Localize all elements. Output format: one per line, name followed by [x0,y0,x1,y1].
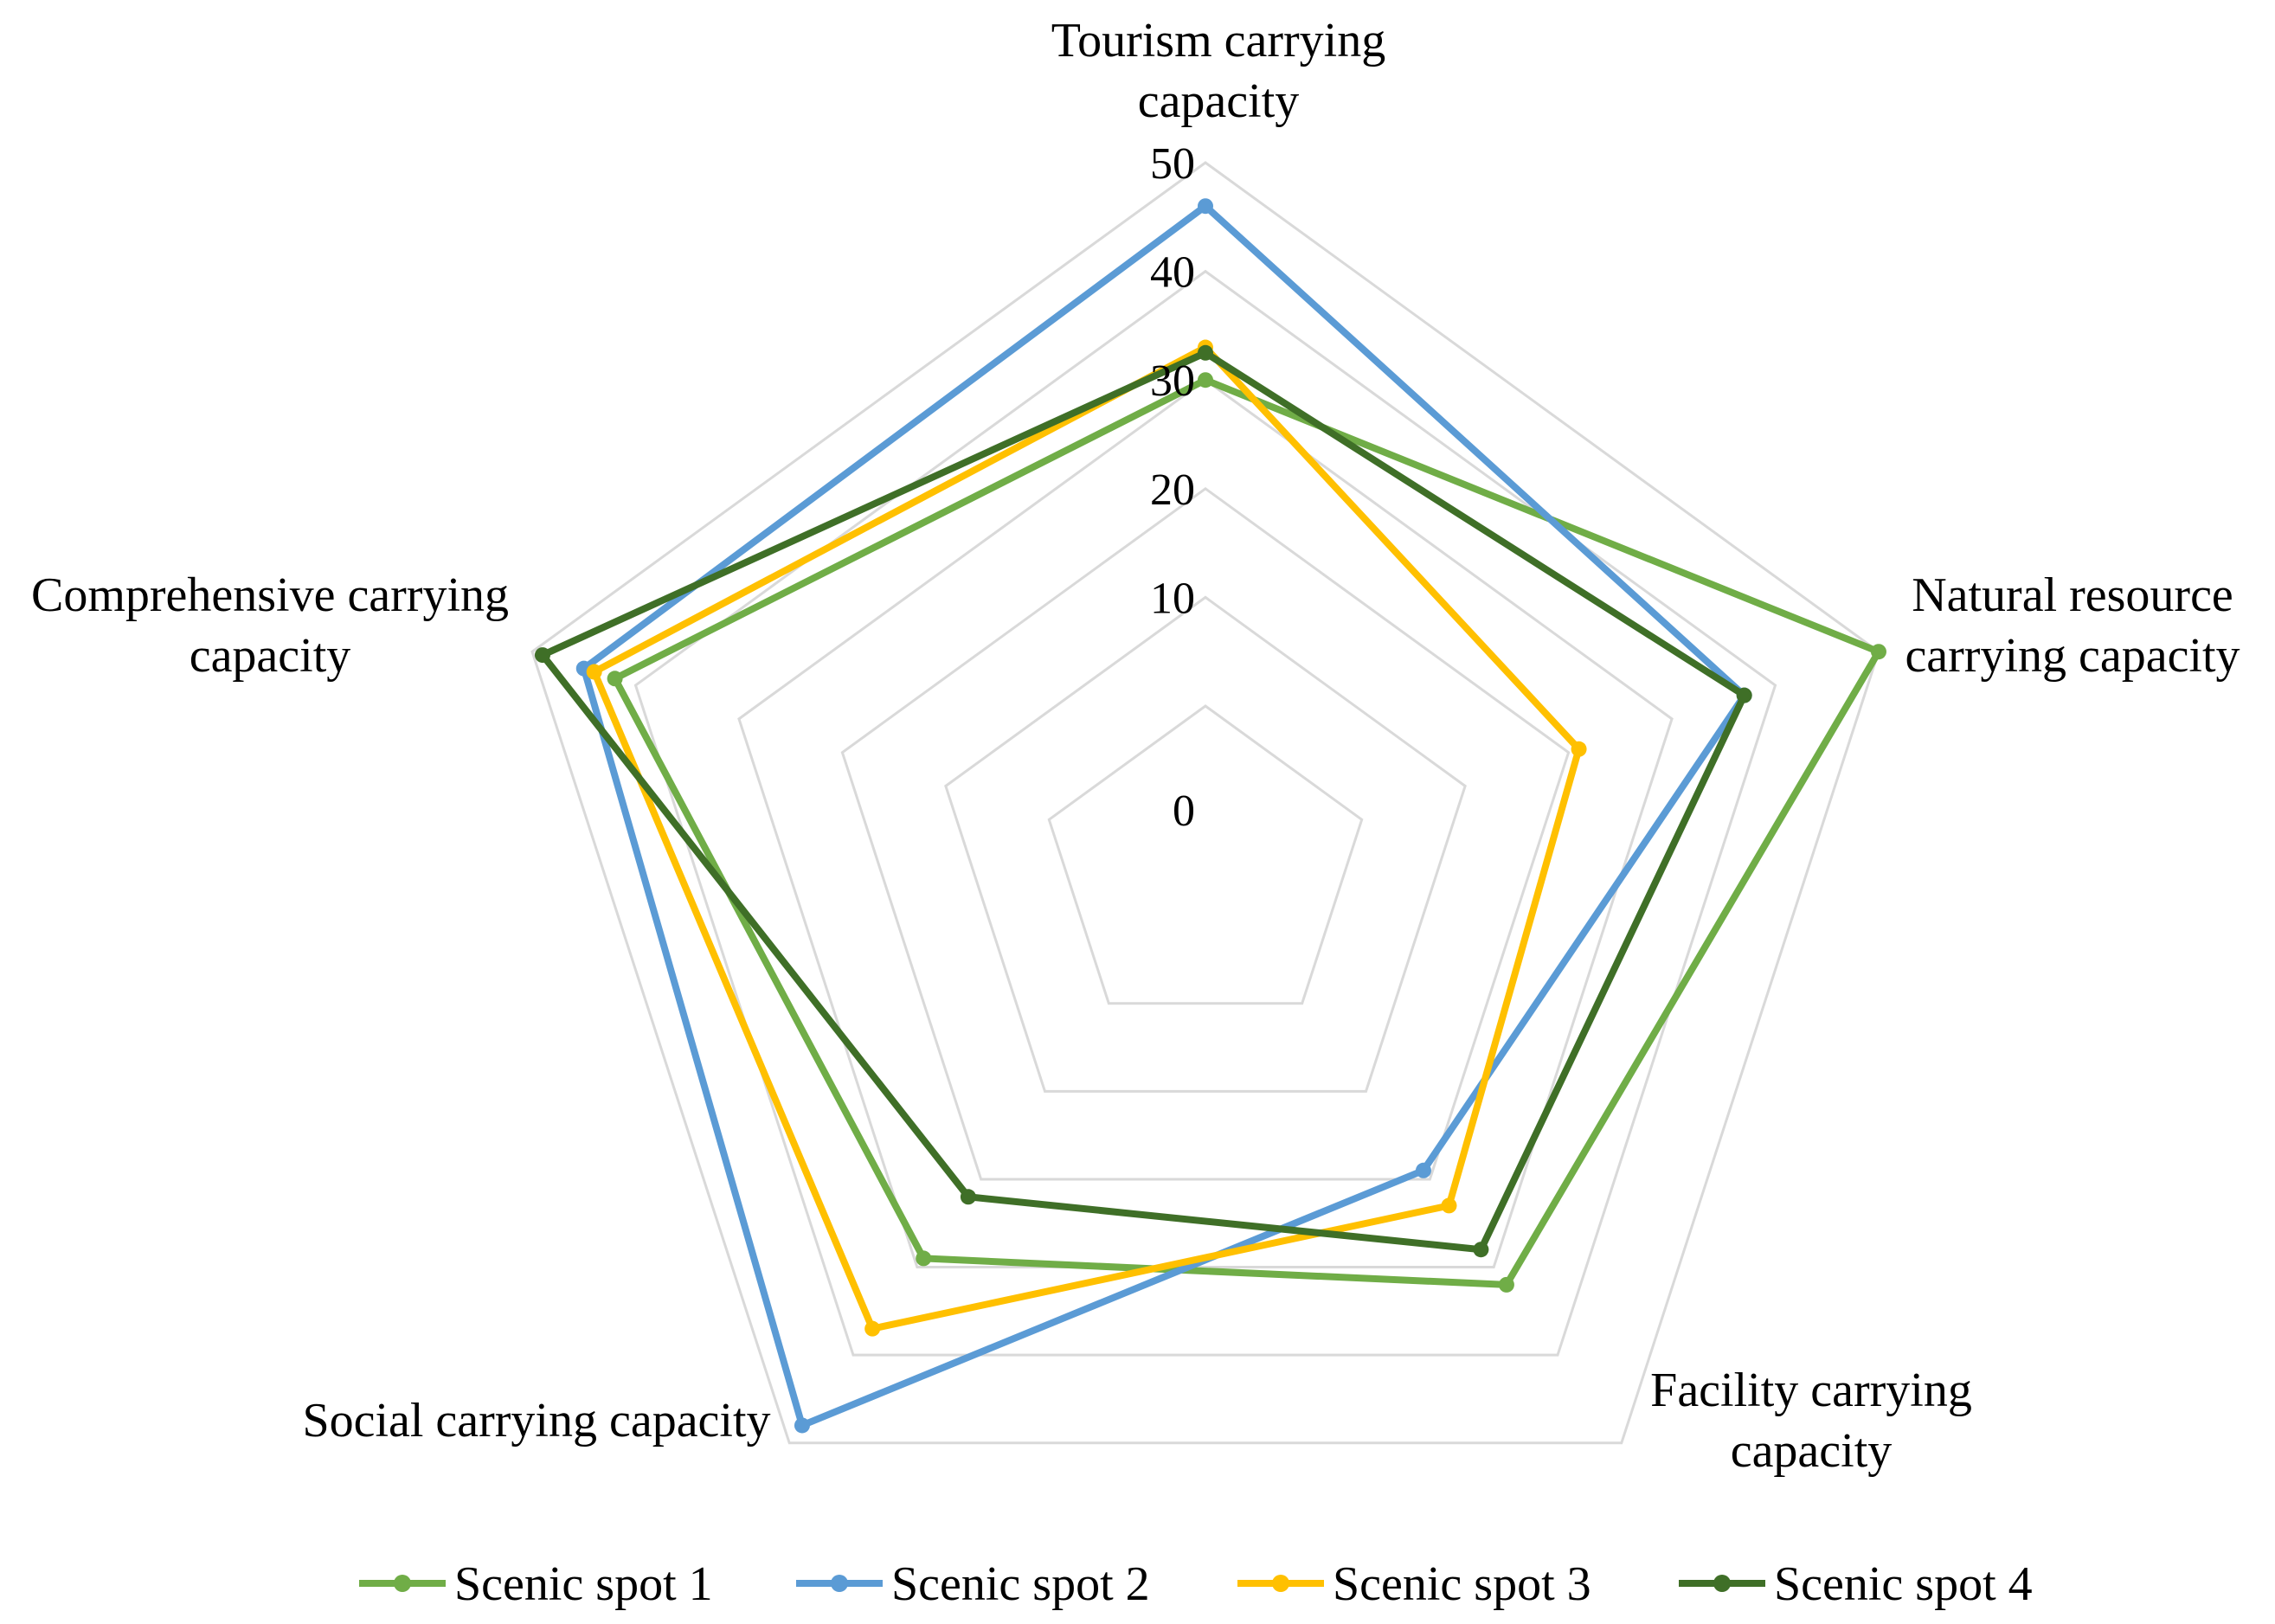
legend-label: Scenic spot 1 [454,1557,713,1611]
data-point-s4-a1 [1198,344,1213,361]
legend-label: Scenic spot 4 [1774,1557,2033,1611]
axis-label-line: capacity [1138,74,1300,128]
axis-labels: Tourism carrying capacity Natural resource… [31,14,2240,1478]
axis-label-4: Social carrying capacity [302,1394,770,1447]
axis-label-line: Tourism carrying [1051,14,1385,67]
axis-label-line: capacity [190,629,351,683]
legend-item-4[interactable]: Scenic spot 4 [1679,1557,2033,1611]
legend-item-3[interactable]: Scenic spot 3 [1237,1557,1591,1611]
legend-swatch-marker [394,1575,411,1592]
tick-label-30: 30 [1150,356,1195,406]
axis-label-line: Social carrying capacity [302,1394,770,1447]
data-point-s2-a3 [1415,1162,1431,1178]
legend-item-1[interactable]: Scenic spot 1 [359,1557,713,1611]
axis-label-line: Natural resource [1912,568,2233,622]
series-layer [534,198,1886,1434]
series-4 [534,344,1752,1258]
grid-ring-0 [1047,704,1364,1005]
series-3 [586,339,1587,1337]
data-point-s1-a4 [916,1250,932,1267]
axis-label-5: Comprehensive carrying capacity [31,568,509,683]
series-line-4 [538,349,1748,1254]
data-point-s3-a2 [1571,741,1587,757]
data-point-s4-a3 [1473,1242,1489,1258]
legend[interactable]: Scenic spot 1 Scenic spot 2 Scenic spot 3 S… [359,1557,2033,1611]
data-point-s1-a1 [1198,372,1213,388]
grid-ring-50 [530,161,1880,1445]
legend-item-2[interactable]: Scenic spot 2 [796,1557,1150,1611]
data-point-s3-a5 [586,664,602,680]
data-point-s1-a2 [1870,644,1886,660]
series-line-1 [611,376,1882,1288]
data-point-s2-a4 [794,1417,810,1434]
series-1 [607,372,1886,1293]
data-point-s1-a3 [1498,1276,1514,1293]
legend-label: Scenic spot 3 [1333,1557,1591,1611]
axis-label-line: Facility carrying [1650,1364,1972,1417]
axis-label-line: capacity [1731,1424,1893,1478]
axis-label-line: Comprehensive carrying [31,568,509,622]
data-point-s3-a3 [1441,1197,1457,1214]
tick-labels: 0 10 20 30 40 50 [1150,139,1195,836]
data-point-s3-a4 [864,1320,881,1337]
axis-label-1: Tourism carrying capacity [1051,14,1385,128]
axis-label-line: carrying capacity [1905,629,2240,683]
tick-label-10: 10 [1150,574,1195,623]
grid-ring-40 [633,269,1777,1357]
data-point-s4-a2 [1736,687,1752,703]
data-point-s4-a4 [960,1189,976,1205]
data-point-s1-a5 [607,671,623,687]
tick-label-50: 50 [1150,139,1195,189]
axis-label-3: Facility carrying capacity [1650,1364,1972,1478]
legend-swatch-marker [1713,1575,1731,1592]
legend-swatch-marker [831,1575,848,1592]
tick-label-40: 40 [1150,248,1195,298]
grid-ring-30 [737,378,1674,1269]
data-point-s2-a1 [1198,198,1213,215]
grid-ring-20 [840,486,1571,1181]
legend-swatch-marker [1272,1575,1289,1592]
tick-label-20: 20 [1150,465,1195,515]
legend-label: Scenic spot 2 [891,1557,1150,1611]
data-point-s4-a5 [534,647,550,664]
grid-layer [530,161,1880,1445]
tick-label-0: 0 [1173,786,1195,836]
axis-label-2: Natural resource carrying capacity [1905,568,2240,683]
series-line-3 [590,343,1583,1332]
grid-ring-10 [944,595,1467,1093]
